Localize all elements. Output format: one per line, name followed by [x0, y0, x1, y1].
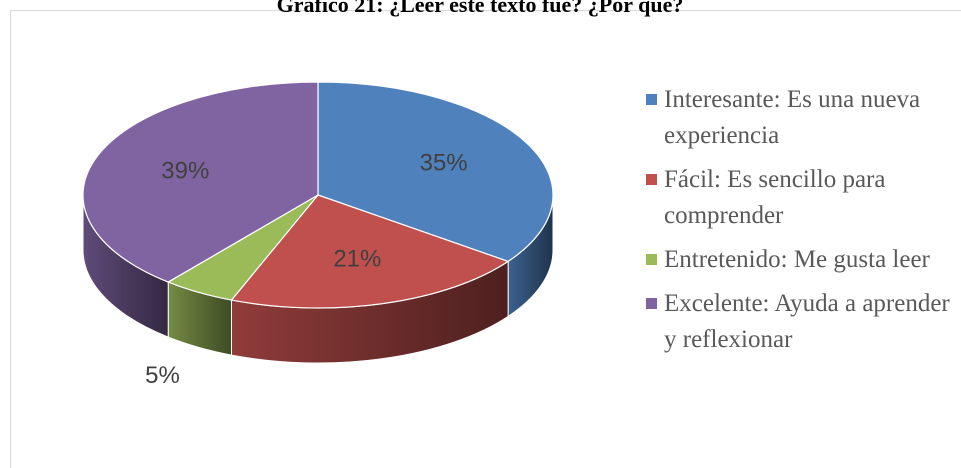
legend-label: Fácil: Es sencillo para comprender: [664, 166, 886, 229]
legend-item: Entretenido: Me gusta leer: [644, 242, 954, 278]
legend-item: Fácil: Es sencillo para comprender: [644, 162, 954, 234]
legend-item: Excelente: Ayuda a aprender y reflexiona…: [644, 286, 954, 358]
pie-slice: [82, 81, 319, 283]
data-label: 21%: [333, 245, 381, 272]
legend-label: Interesante: Es una nueva experiencia: [664, 86, 921, 149]
pie-slice: [230, 194, 510, 309]
legend-swatch: [646, 254, 657, 265]
chart-border: [10, 10, 961, 468]
pie-slice: [317, 81, 554, 263]
chart-title: Gráfico 21: ¿Leer este texto fue? ¿Por q…: [277, 0, 684, 17]
legend-swatch: [646, 174, 657, 185]
legend-item: Interesante: Es una nueva experiencia: [644, 82, 954, 154]
legend-swatch: [646, 94, 657, 105]
data-label: 5%: [145, 362, 180, 389]
data-label: 39%: [161, 157, 209, 184]
legend-label: Excelente: Ayuda a aprender y reflexiona…: [664, 290, 950, 353]
legend: Interesante: Es una nueva experiencia Fác…: [644, 82, 954, 366]
data-label: 35%: [420, 150, 468, 177]
legend-swatch: [646, 298, 657, 309]
legend-label: Entretenido: Me gusta leer: [664, 246, 930, 273]
